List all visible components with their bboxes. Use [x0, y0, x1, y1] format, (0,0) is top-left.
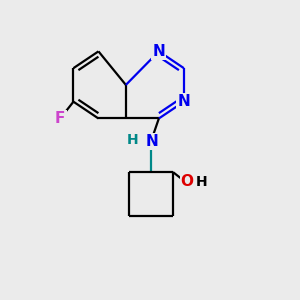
Text: H: H — [127, 133, 138, 147]
Text: N: N — [178, 94, 190, 109]
Text: N: N — [146, 134, 158, 149]
Text: F: F — [55, 111, 65, 126]
Text: N: N — [152, 44, 165, 59]
Text: O: O — [180, 174, 193, 189]
Text: H: H — [196, 175, 207, 189]
